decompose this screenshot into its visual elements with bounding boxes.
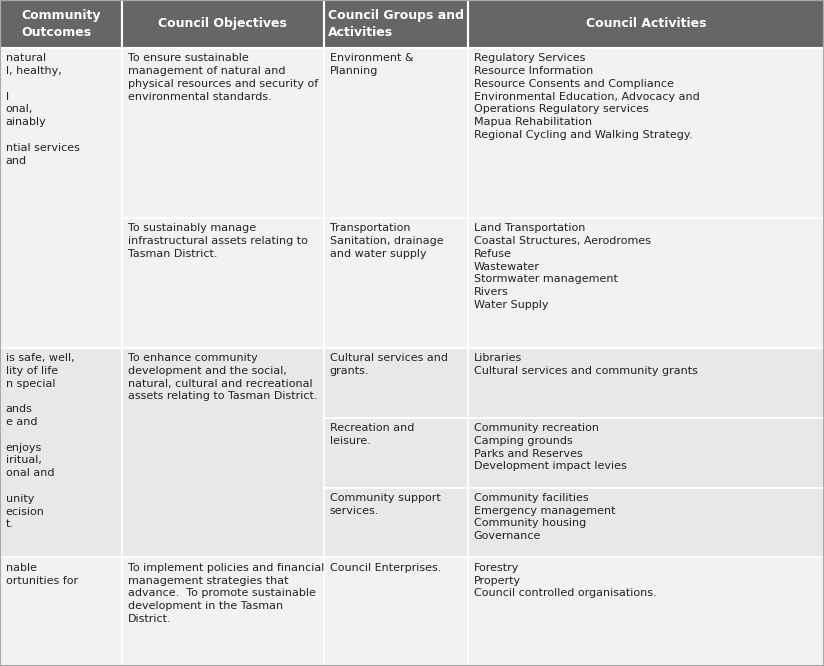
Text: natural
l, healthy,

l
onal,
ainably

ntial services
and: natural l, healthy, l onal, ainably ntia…	[6, 53, 80, 166]
Bar	[324, 0, 468, 48]
Bar	[122, 218, 324, 348]
Bar	[468, 0, 824, 48]
Bar	[0, 557, 122, 666]
Text: Council Groups and
Activities: Council Groups and Activities	[328, 9, 464, 39]
Text: Transportation
Sanitation, drainage
and water supply: Transportation Sanitation, drainage and …	[330, 223, 443, 258]
Text: Land Transportation
Coastal Structures, Aerodromes
Refuse
Wastewater
Stormwater : Land Transportation Coastal Structures, …	[474, 223, 651, 310]
Text: Recreation and
leisure.: Recreation and leisure.	[330, 423, 414, 446]
Text: Council Objectives: Council Objectives	[158, 17, 288, 31]
Bar	[468, 488, 824, 557]
Bar	[324, 557, 468, 666]
Bar	[324, 48, 468, 218]
Text: Cultural services and
grants.: Cultural services and grants.	[330, 353, 447, 376]
Bar	[122, 557, 324, 666]
Bar	[0, 48, 122, 348]
Bar	[324, 218, 468, 348]
Text: Community support
services.: Community support services.	[330, 493, 440, 515]
Bar	[468, 557, 824, 666]
Bar	[122, 0, 324, 48]
Bar	[468, 418, 824, 488]
Bar	[0, 348, 122, 557]
Text: Forestry
Property
Council controlled organisations.: Forestry Property Council controlled org…	[474, 563, 657, 598]
Text: Community
Outcomes: Community Outcomes	[21, 9, 101, 39]
Text: Council Activities: Council Activities	[586, 17, 706, 31]
Bar	[0, 0, 122, 48]
Bar	[122, 48, 324, 218]
Bar	[468, 48, 824, 218]
Text: Community facilities
Emergency management
Community housing
Governance: Community facilities Emergency managemen…	[474, 493, 616, 541]
Bar	[324, 348, 468, 418]
Text: Environment &
Planning: Environment & Planning	[330, 53, 413, 76]
Text: Community recreation
Camping grounds
Parks and Reserves
Development impact levie: Community recreation Camping grounds Par…	[474, 423, 626, 472]
Bar	[468, 348, 824, 418]
Text: To enhance community
development and the social,
natural, cultural and recreatio: To enhance community development and the…	[128, 353, 317, 402]
Bar	[468, 218, 824, 348]
Bar	[122, 348, 324, 557]
Text: Council Enterprises.: Council Enterprises.	[330, 563, 441, 573]
Text: is safe, well,
lity of life
n special

ands
e and

enjoys
iritual,
onal and

uni: is safe, well, lity of life n special an…	[6, 353, 74, 529]
Bar	[324, 418, 468, 488]
Text: nable
ortunities for: nable ortunities for	[6, 563, 78, 585]
Bar	[324, 488, 468, 557]
Text: To ensure sustainable
management of natural and
physical resources and security : To ensure sustainable management of natu…	[128, 53, 318, 102]
Text: Regulatory Services
Resource Information
Resource Consents and Compliance
Enviro: Regulatory Services Resource Information…	[474, 53, 700, 140]
Text: Libraries
Cultural services and community grants: Libraries Cultural services and communit…	[474, 353, 698, 376]
Text: To implement policies and financial
management strategies that
advance.  To prom: To implement policies and financial mana…	[128, 563, 324, 624]
Text: To sustainably manage
infrastructural assets relating to
Tasman District.: To sustainably manage infrastructural as…	[128, 223, 307, 258]
